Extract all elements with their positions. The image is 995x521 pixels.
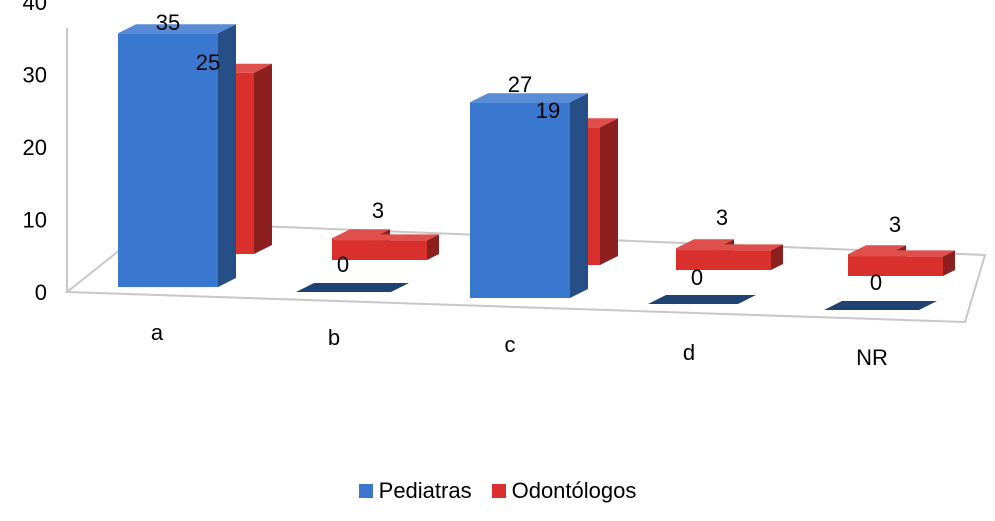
legend-swatch-pediatras [358, 484, 373, 498]
bar-odontologos-wide-d-front [676, 250, 771, 270]
x-axis-ticks: a b c d NR [151, 320, 888, 370]
legend: Pediatras Odontólogos [0, 478, 995, 504]
legend-label-odontologos: Odontólogos [511, 478, 637, 503]
legend-item-pediatras: Pediatras [358, 478, 472, 504]
y-tick-label: 30 [23, 63, 47, 88]
bar-pediatras-c-front [470, 102, 570, 298]
bar-odontologos-wide-NR-front [848, 256, 943, 276]
data-label-odontologos: 19 [536, 98, 560, 123]
data-label-pediatras: 27 [508, 72, 532, 97]
bar-pediatras-a [118, 24, 236, 287]
y-tick-label: 10 [23, 208, 47, 233]
bar-odontologos-a-side [254, 63, 272, 254]
bar-pediatras-a-front [118, 33, 218, 287]
bar-odontologos-wide-NR-top [848, 250, 955, 257]
data-label-odontologos: 3 [716, 205, 728, 230]
x-tick-label: a [151, 320, 164, 345]
x-tick-label: NR [856, 345, 888, 370]
legend-item-odontologos: Odontólogos [491, 478, 637, 504]
data-label-pediatras: 0 [870, 270, 882, 295]
x-tick-label: d [683, 340, 695, 365]
bar-pediatras-d-top [648, 295, 756, 304]
y-tick-label: 20 [23, 135, 47, 160]
data-label-pediatras: 35 [156, 10, 180, 35]
bar-odontologos-wide-b-front [332, 240, 427, 260]
bar-pediatras-NR-top [824, 301, 937, 310]
y-tick-label: 0 [35, 280, 47, 305]
bar-odontologos-wide-b-top [332, 234, 439, 241]
bar-pediatras-c-side [570, 93, 588, 298]
bar-pediatras-a-side [218, 24, 236, 287]
y-axis-ticks: 0 10 20 30 40 [23, 0, 47, 305]
data-label-odontologos: 3 [889, 212, 901, 237]
legend-swatch-odontologos [491, 484, 506, 498]
bar-odontologos-wide-NR [848, 250, 955, 276]
x-tick-label: c [505, 332, 516, 357]
data-label-pediatras: 0 [691, 265, 703, 290]
y-tick-label: 40 [23, 0, 47, 15]
data-label-odontologos: 25 [196, 50, 220, 75]
bar-pediatras-c [470, 93, 588, 298]
bar-pediatras-a-top [118, 24, 236, 34]
x-tick-label: b [328, 325, 340, 350]
bar-pediatras-b [296, 283, 409, 292]
bar-pediatras-b-top [296, 283, 409, 292]
bars: 35 0 27 0 0 25 3 19 3 3 [118, 10, 955, 310]
bar-odontologos-wide-d-top [676, 244, 783, 251]
data-label-odontologos: 3 [372, 198, 384, 223]
bar-odontologos-c-side [600, 118, 618, 265]
bar-odontologos-wide-d-side [771, 244, 783, 270]
bar-odontologos-wide-b [332, 234, 439, 260]
bar-pediatras-NR [824, 301, 937, 310]
bar-pediatras-c-top [470, 93, 588, 103]
data-label-pediatras: 0 [337, 252, 349, 277]
legend-label-pediatras: Pediatras [378, 478, 472, 503]
bar-odontologos-wide-d [676, 244, 783, 270]
bar-odontologos-wide-NR-side [943, 250, 955, 276]
bar-pediatras-d [648, 295, 756, 304]
bar-odontologos-wide-b-side [427, 234, 439, 260]
